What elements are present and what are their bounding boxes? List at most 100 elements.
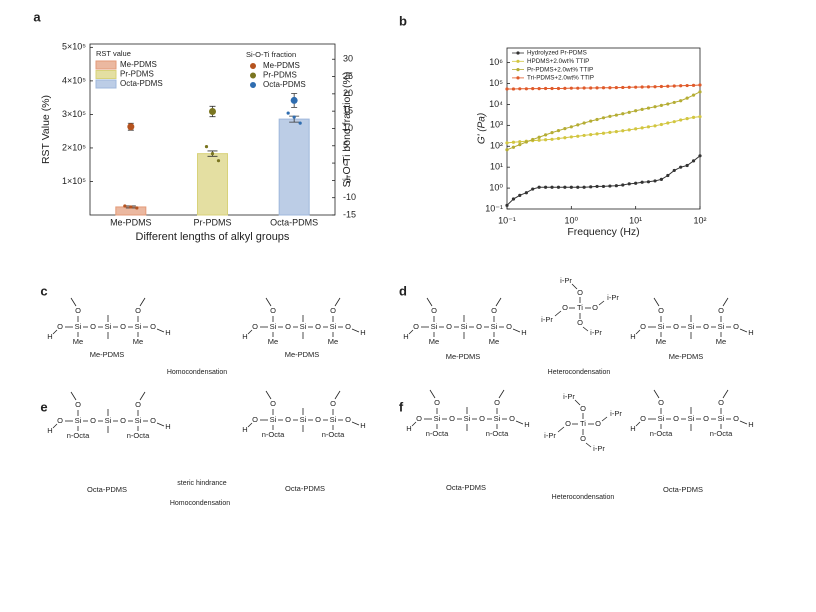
series-marker xyxy=(666,84,670,88)
atom: Si xyxy=(75,416,82,425)
series-line xyxy=(506,116,701,144)
panel-label: a xyxy=(33,9,41,24)
bond xyxy=(554,310,562,317)
bond xyxy=(334,297,341,307)
series-line xyxy=(506,155,701,206)
series-marker xyxy=(582,86,586,90)
series-marker xyxy=(543,86,548,91)
bond xyxy=(351,421,360,426)
atom: O xyxy=(285,322,291,331)
series-marker xyxy=(653,124,657,128)
y-axis-label: RST Value (%) xyxy=(40,95,52,164)
legend-title: Si-O-Ti fraction xyxy=(246,50,296,59)
series-marker xyxy=(537,87,541,91)
atom: Ti xyxy=(577,303,583,312)
substituent: n-Octa xyxy=(650,429,673,438)
series-marker xyxy=(537,135,541,139)
atom: O xyxy=(506,322,512,331)
legend-marker xyxy=(516,68,520,72)
series-marker xyxy=(672,100,676,105)
atom: O xyxy=(733,322,739,331)
atom: O xyxy=(315,415,321,424)
legend-label: Me-PDMS xyxy=(263,61,300,70)
atom: Si xyxy=(135,322,142,331)
atom: H xyxy=(748,420,753,429)
x-tick-label: 10⁻¹ xyxy=(498,215,516,225)
atom: H xyxy=(521,328,526,337)
series-marker xyxy=(589,185,593,189)
atom: H xyxy=(403,332,408,341)
y-tick-label: 2×10⁵ xyxy=(62,142,86,152)
series-marker xyxy=(679,99,683,103)
bar-point xyxy=(129,205,133,209)
bond xyxy=(52,423,58,429)
y-tick-label: 1×10⁵ xyxy=(62,176,86,186)
panel-label: b xyxy=(399,13,407,28)
series-marker xyxy=(537,185,541,189)
y2-tick-label: -10 xyxy=(343,192,356,202)
atom: O xyxy=(479,414,485,423)
atom: H xyxy=(524,420,529,429)
bond xyxy=(582,326,589,332)
atom: O xyxy=(494,398,500,407)
series-marker xyxy=(640,126,644,130)
y-tick-label: 10⁴ xyxy=(489,99,503,109)
atom: O xyxy=(562,303,568,312)
legend-dot xyxy=(250,63,256,69)
atom: O xyxy=(592,303,598,312)
series-marker xyxy=(698,83,702,87)
atom: O xyxy=(345,322,351,331)
series-marker xyxy=(646,85,651,89)
atom: Si xyxy=(105,416,112,425)
series-marker xyxy=(614,113,618,117)
bond xyxy=(70,297,77,307)
atom: O xyxy=(577,318,583,327)
series-marker xyxy=(621,85,625,90)
series-marker xyxy=(685,96,689,100)
series-marker xyxy=(666,102,670,106)
series-marker xyxy=(640,180,644,184)
series-marker xyxy=(550,86,554,91)
atom: H xyxy=(165,328,170,337)
atom: H xyxy=(748,328,753,337)
series-marker xyxy=(646,125,651,129)
atom: O xyxy=(491,306,497,315)
series-marker xyxy=(563,136,567,140)
bond xyxy=(557,426,565,433)
bond xyxy=(408,329,414,335)
x-tick-label: 10¹ xyxy=(629,215,642,225)
atom: O xyxy=(135,400,141,409)
series-marker xyxy=(569,135,573,139)
series-marker xyxy=(659,84,663,89)
bar-point xyxy=(298,121,302,125)
ligand: i-Pr xyxy=(563,392,575,401)
legend-label: Pr-PDMS+2.0wt% TTIP xyxy=(527,66,593,73)
x-axis-label: Different lengths of alkyl groups xyxy=(136,231,290,243)
atom: Si xyxy=(330,415,337,424)
series-marker xyxy=(582,121,586,125)
atom: O xyxy=(703,322,709,331)
atom: O xyxy=(434,398,440,407)
series-marker xyxy=(685,83,689,88)
series-marker xyxy=(518,87,522,91)
series-marker xyxy=(556,185,561,189)
series-marker xyxy=(550,185,554,189)
series-marker xyxy=(601,131,606,135)
y2-tick-label: 15 xyxy=(343,106,353,116)
legend-label: Pr-PDMS xyxy=(263,71,297,80)
series-marker xyxy=(698,154,702,158)
atom: O xyxy=(658,306,664,315)
bar-point xyxy=(286,111,290,115)
series-marker xyxy=(543,133,548,137)
y-tick-label: 3×10⁵ xyxy=(62,109,86,119)
series-marker xyxy=(582,185,586,189)
legend-label: Hydrolyzed Pr-PDMS xyxy=(527,50,587,57)
atom: O xyxy=(658,398,664,407)
atom: O xyxy=(345,415,351,424)
atom: H xyxy=(630,332,635,341)
atom: O xyxy=(150,322,156,331)
series-marker xyxy=(691,115,696,120)
substituent: Me xyxy=(656,337,666,346)
series-marker xyxy=(691,159,696,163)
substituent: Me xyxy=(133,337,143,346)
